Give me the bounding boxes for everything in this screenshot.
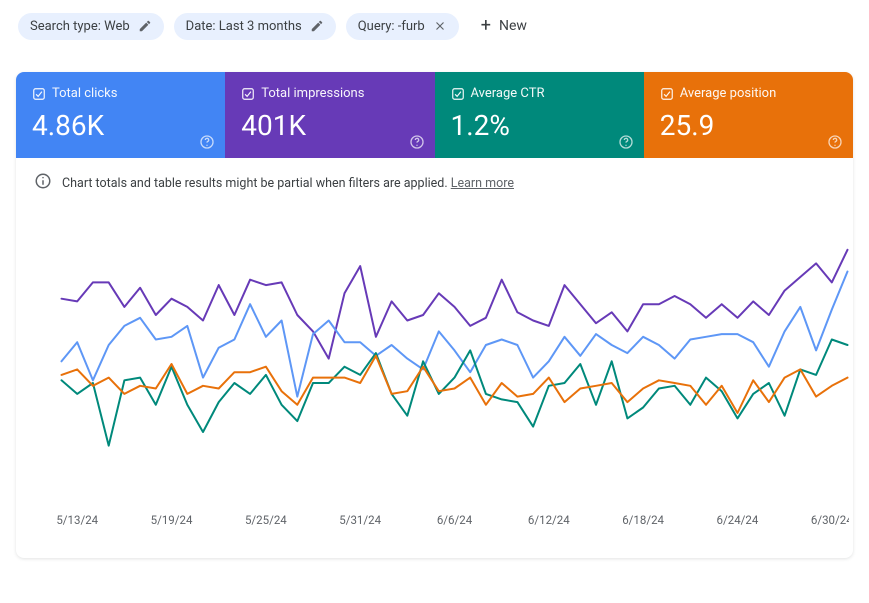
x-axis-label: 5/31/24	[339, 513, 381, 527]
metric-card-label: Average CTR	[451, 86, 628, 101]
learn-more-link[interactable]: Learn more	[451, 176, 514, 191]
x-axis-label: 6/18/24	[622, 513, 664, 527]
performance-panel: Total clicks 4.86K Total impressions 401K Av…	[16, 72, 853, 558]
help-icon[interactable]	[618, 134, 634, 150]
add-filter-button[interactable]: + New	[469, 12, 539, 40]
metric-card-value: 4.86K	[32, 109, 209, 142]
metric-card-label: Total impressions	[241, 86, 418, 101]
edit-icon[interactable]	[310, 19, 324, 33]
metric-card-value: 25.9	[660, 109, 837, 142]
checkbox-icon	[32, 87, 46, 101]
series-impressions	[62, 250, 848, 359]
help-icon[interactable]	[199, 134, 215, 150]
filter-chip-label: Date: Last 3 months	[186, 19, 302, 34]
metric-card-1[interactable]: Total impressions 401K	[225, 72, 434, 158]
filter-bar: Search type: Web Date: Last 3 months Query…	[0, 0, 869, 52]
help-icon[interactable]	[827, 134, 843, 150]
edit-icon[interactable]	[138, 19, 152, 33]
series-ctr	[62, 340, 848, 446]
partial-results-notice: Chart totals and table results might be …	[16, 158, 853, 208]
metric-card-value: 1.2%	[451, 109, 628, 142]
chart-area: 5/13/24 5/19/24 5/25/24 5/31/24 6/6/24 6/12/2…	[16, 208, 853, 558]
filter-chip-1[interactable]: Date: Last 3 months	[174, 13, 336, 40]
x-axis-label: 5/19/24	[151, 513, 193, 527]
metric-cards: Total clicks 4.86K Total impressions 401K Av…	[16, 72, 853, 158]
checkbox-icon	[660, 87, 674, 101]
x-axis-label: 5/13/24	[56, 513, 98, 527]
checkbox-icon	[241, 87, 255, 101]
notice-text: Chart totals and table results might be …	[62, 176, 448, 191]
metric-card-3[interactable]: Average position 25.9	[644, 72, 853, 158]
metric-card-label: Total clicks	[32, 86, 209, 101]
new-label: New	[499, 18, 527, 34]
x-axis-label: 6/30/24	[811, 513, 849, 527]
performance-chart: 5/13/24 5/19/24 5/25/24 5/31/24 6/6/24 6/12/2…	[26, 218, 849, 558]
filter-chip-label: Search type: Web	[30, 19, 130, 34]
metric-card-2[interactable]: Average CTR 1.2%	[435, 72, 644, 158]
x-axis-label: 6/24/24	[717, 513, 759, 527]
checkbox-icon	[451, 87, 465, 101]
metric-card-value: 401K	[241, 109, 418, 142]
help-icon[interactable]	[409, 134, 425, 150]
filter-chip-label: Query: -furb	[358, 19, 425, 34]
metric-card-0[interactable]: Total clicks 4.86K	[16, 72, 225, 158]
close-icon[interactable]	[433, 19, 447, 33]
filter-chip-0[interactable]: Search type: Web	[18, 13, 164, 40]
filter-chip-2[interactable]: Query: -furb	[346, 13, 459, 40]
x-axis-label: 6/6/24	[437, 513, 473, 527]
x-axis-label: 5/25/24	[245, 513, 287, 527]
info-icon	[34, 172, 52, 194]
metric-card-label: Average position	[660, 86, 837, 101]
plus-icon: +	[481, 19, 491, 33]
x-axis-label: 6/12/24	[528, 513, 570, 527]
